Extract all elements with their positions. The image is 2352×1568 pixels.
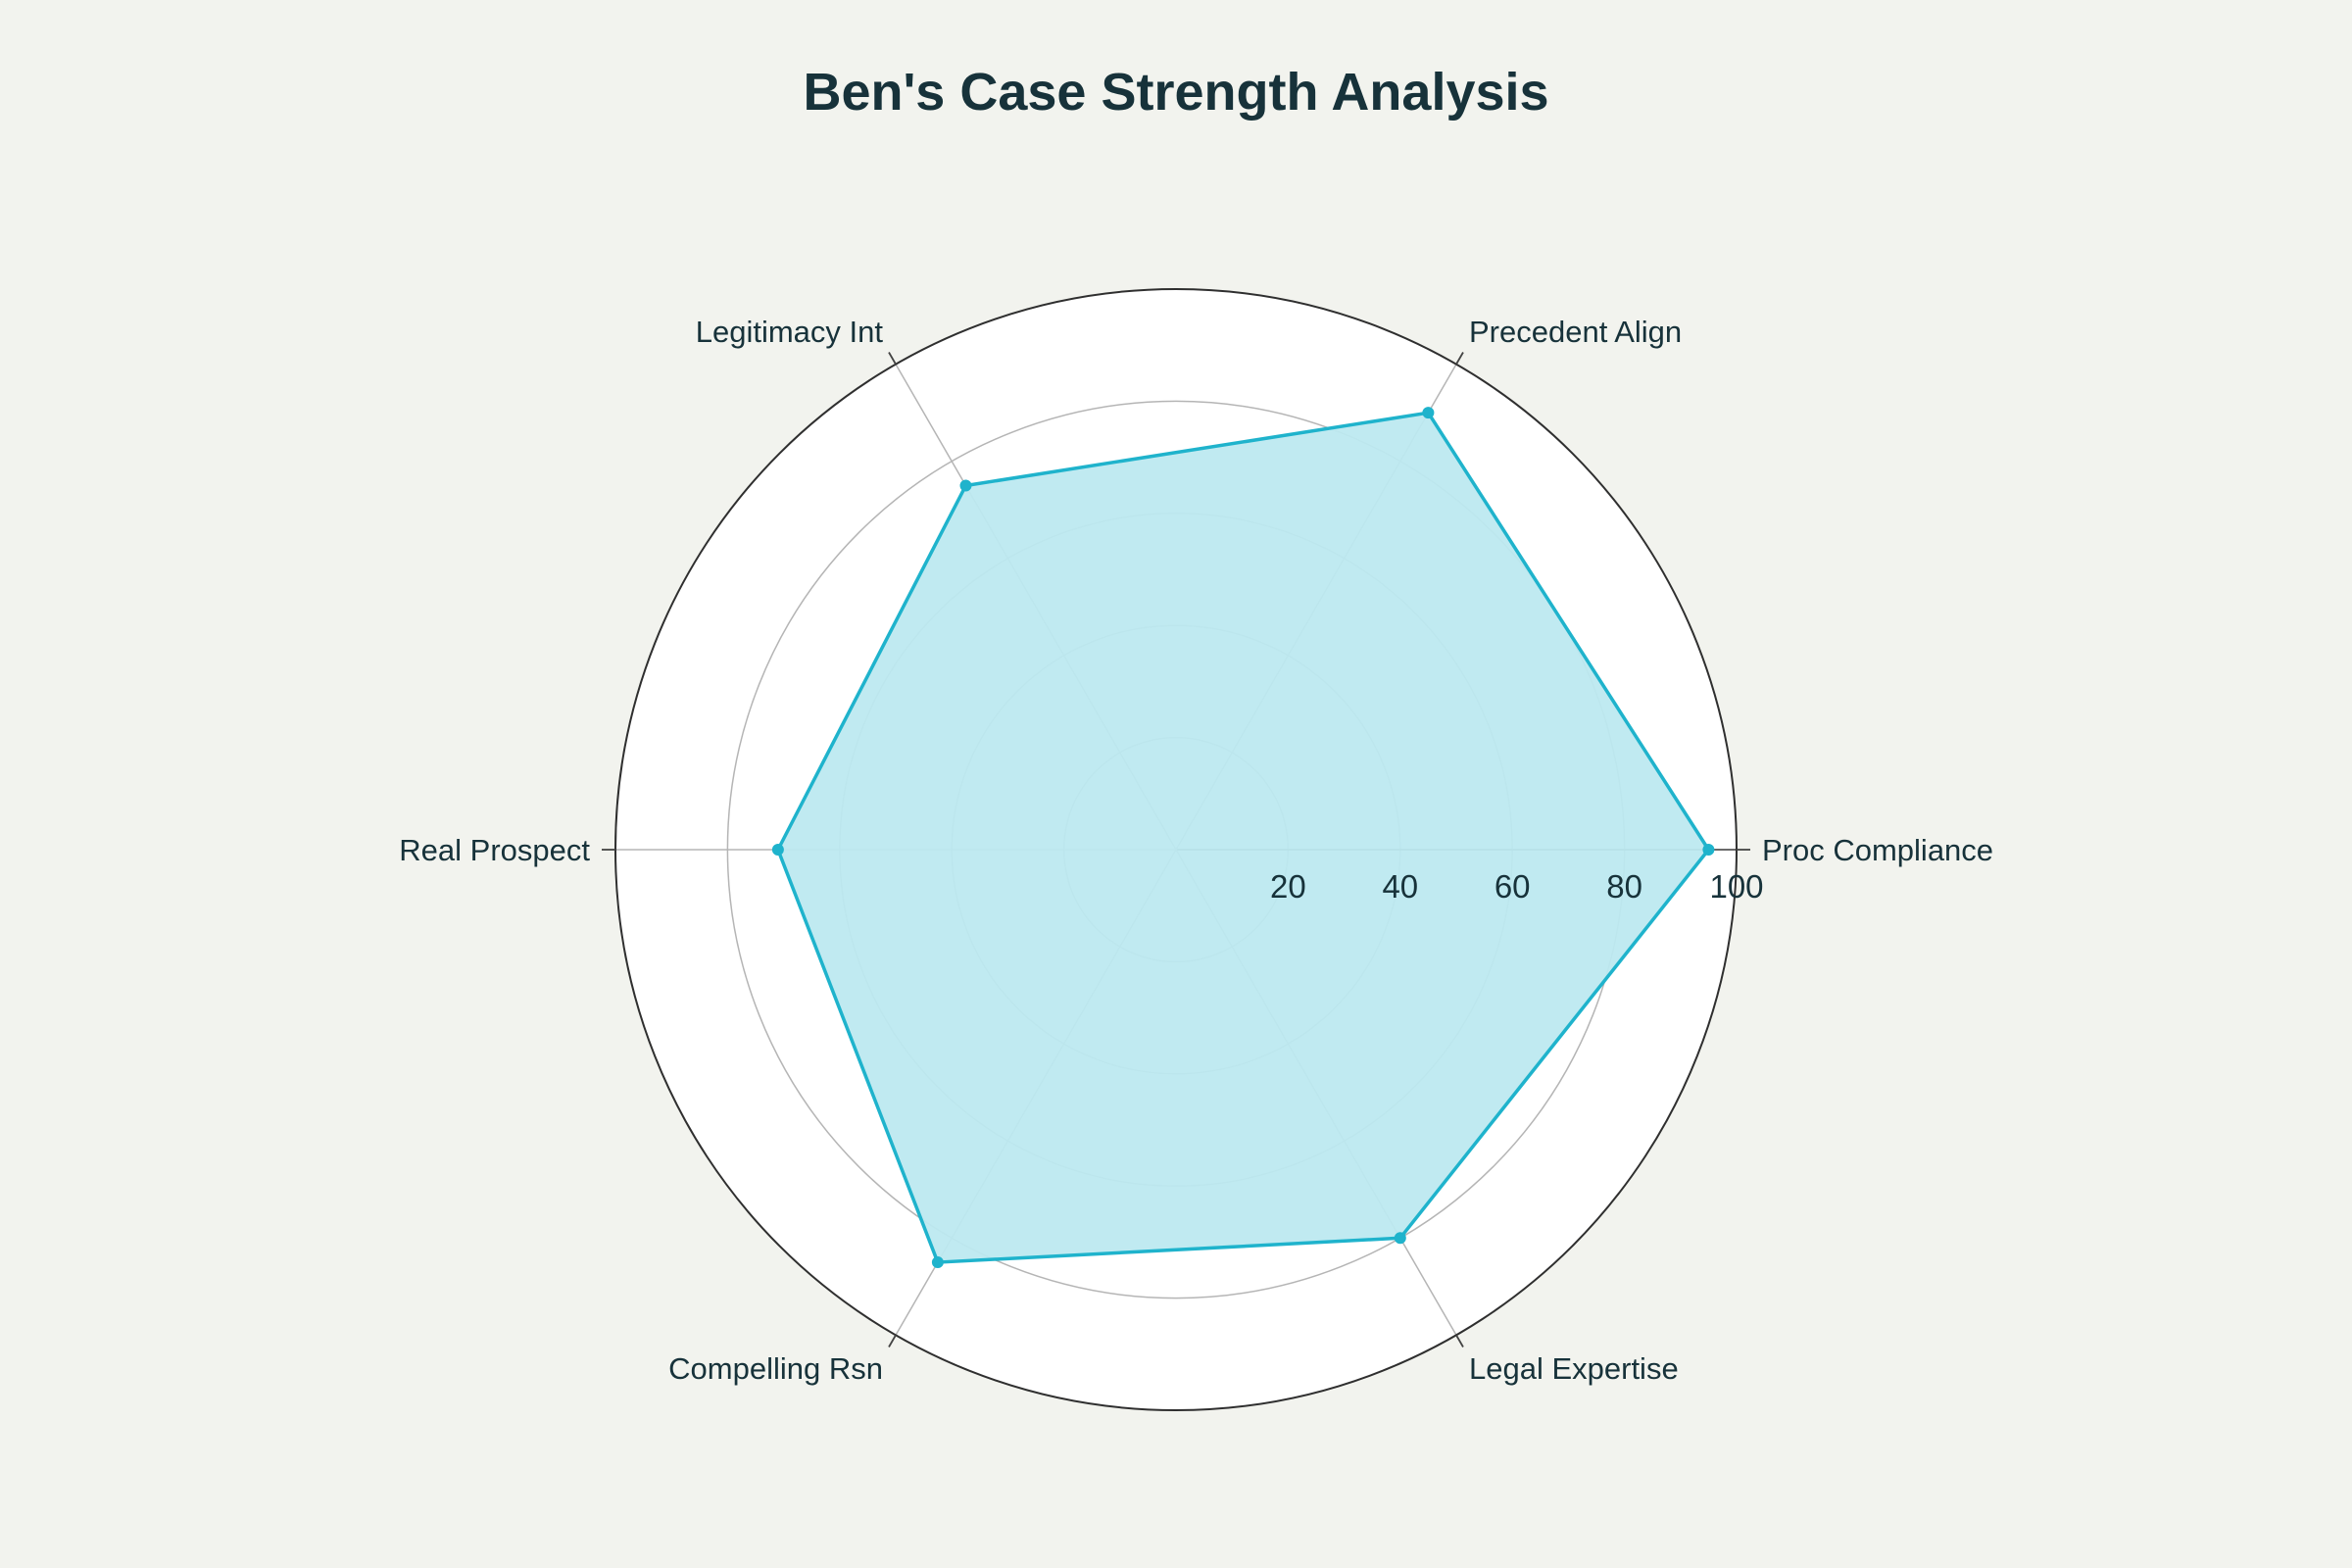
axis-label-2: Legitimacy Int: [696, 315, 884, 349]
axis-tick-5: [1455, 1334, 1464, 1348]
data-point-4: [931, 1256, 944, 1269]
data-point-1: [1422, 407, 1435, 419]
radial-tick-label-100: 100: [1709, 868, 1763, 905]
axis-label-4: Compelling Rsn: [668, 1351, 883, 1386]
data-point-2: [959, 479, 972, 492]
data-point-5: [1394, 1232, 1406, 1245]
radial-tick-label-40: 40: [1382, 868, 1418, 905]
data-point-0: [1702, 844, 1715, 856]
axis-label-3: Real Prospect: [399, 833, 590, 867]
radial-tick-label-80: 80: [1606, 868, 1642, 905]
radial-tick-label-60: 60: [1494, 868, 1531, 905]
data-point-3: [771, 844, 784, 856]
chart-title: Ben's Case Strength Analysis: [803, 63, 1548, 122]
radial-tick-label-20: 20: [1270, 868, 1306, 905]
series-area: [777, 413, 1709, 1263]
axis-tick-4: [888, 1334, 897, 1348]
axis-label-5: Legal Expertise: [1469, 1351, 1679, 1386]
axis-label-1: Precedent Align: [1469, 315, 1682, 349]
radar-plot-area: Proc Compliance Precedent Align Legitimacy…: [399, 288, 1993, 1411]
axis-tick-2: [888, 352, 897, 366]
axis-label-0: Proc Compliance: [1762, 833, 1993, 867]
axis-tick-1: [1455, 352, 1464, 366]
